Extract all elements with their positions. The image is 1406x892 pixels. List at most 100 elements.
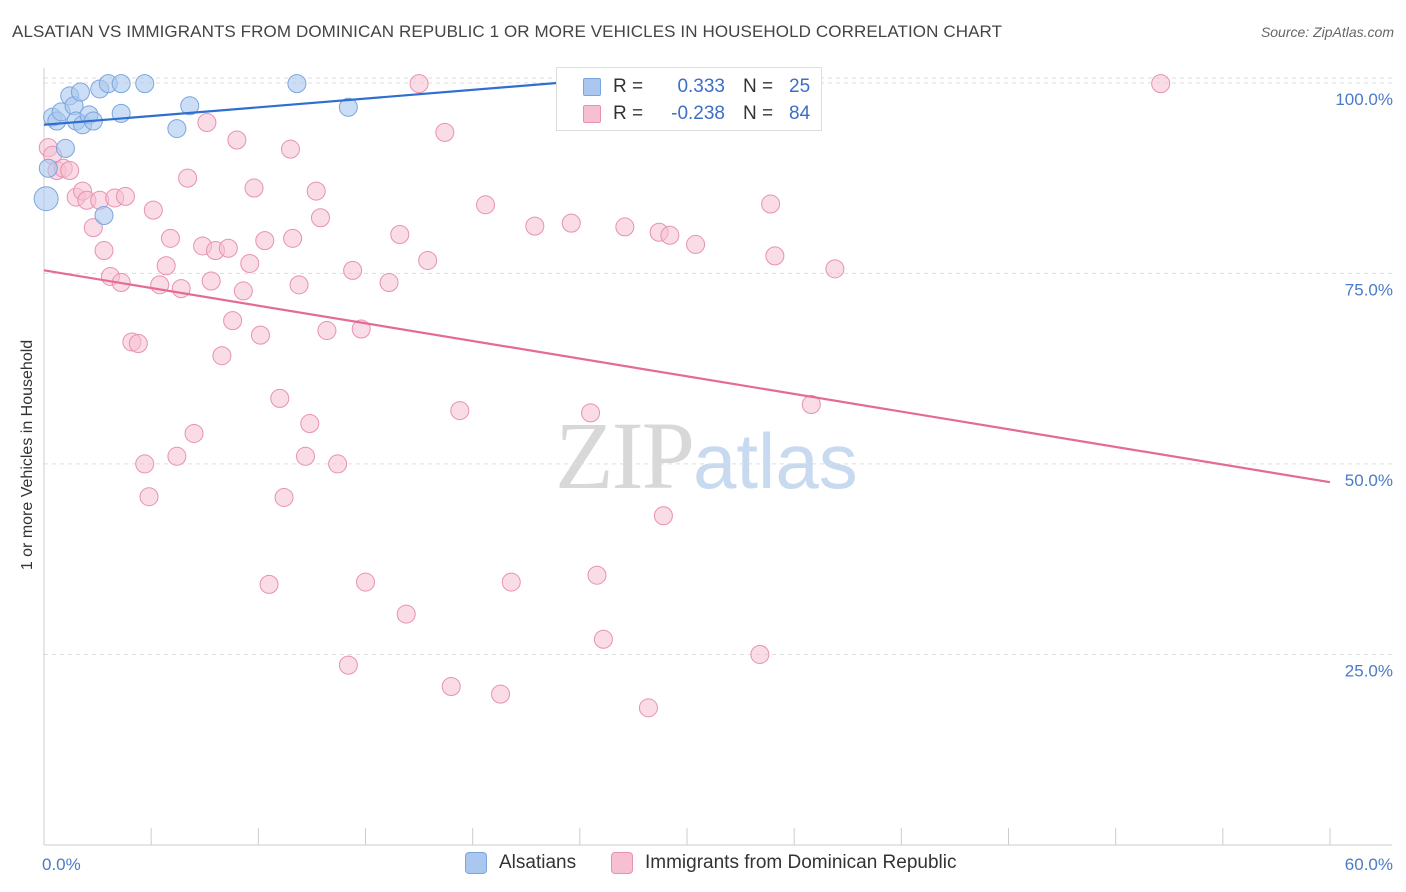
point-immigrants: [660, 225, 680, 245]
legend-swatch-pink: [611, 852, 633, 874]
point-immigrants: [218, 238, 238, 258]
legend-r-label: R =: [613, 76, 644, 97]
point-immigrants: [167, 446, 187, 466]
point-immigrants: [240, 253, 260, 273]
point-immigrants: [761, 194, 781, 214]
legend-n-value: 84: [789, 103, 811, 124]
point-alsatians: [38, 158, 58, 178]
trend-lines: [43, 81, 1331, 484]
legend-row-immigrants: R = -0.238 N = 84: [557, 100, 810, 128]
point-immigrants: [274, 487, 294, 507]
legend-item-immigrants[interactable]: Immigrants from Dominican Republic: [611, 852, 957, 874]
legend-label-alsatians: Alsatians: [499, 852, 577, 873]
point-immigrants: [83, 218, 103, 238]
legend-r-label: R =: [613, 103, 644, 124]
point-immigrants: [801, 394, 821, 414]
point-immigrants: [244, 178, 264, 198]
watermark: ZIPatlas: [555, 400, 858, 511]
x-tick-label: 0.0%: [42, 855, 81, 874]
point-immigrants: [280, 139, 300, 159]
point-immigrants: [128, 334, 148, 354]
legend-swatch-blue: [465, 852, 487, 874]
point-immigrants: [581, 403, 601, 423]
watermark-zip: ZIP: [555, 402, 695, 509]
point-immigrants: [317, 321, 337, 341]
point-immigrants: [255, 231, 275, 251]
point-immigrants: [379, 273, 399, 293]
point-alsatians: [135, 74, 155, 94]
point-immigrants: [390, 225, 410, 245]
point-immigrants: [328, 454, 348, 474]
point-immigrants: [160, 228, 180, 248]
point-immigrants: [295, 446, 315, 466]
point-immigrants: [178, 168, 198, 188]
legend-n-value: 25: [789, 76, 811, 97]
point-immigrants: [60, 161, 80, 181]
point-immigrants: [227, 130, 247, 150]
point-immigrants: [143, 200, 163, 220]
gridlines: [44, 77, 1392, 655]
trend-line-alsatians: [43, 81, 559, 126]
point-alsatians: [111, 74, 131, 94]
point-immigrants: [450, 401, 470, 421]
point-immigrants: [441, 676, 461, 696]
point-immigrants: [476, 195, 496, 215]
point-immigrants: [418, 250, 438, 270]
point-immigrants: [270, 388, 290, 408]
point-alsatians: [33, 186, 59, 212]
point-immigrants: [156, 256, 176, 276]
point-immigrants: [250, 325, 270, 345]
point-immigrants: [223, 311, 243, 331]
point-immigrants: [638, 698, 658, 718]
point-alsatians: [55, 138, 75, 158]
legend-item-alsatians[interactable]: Alsatians: [465, 852, 576, 874]
point-immigrants: [750, 644, 770, 664]
legend-row-alsatians: R = 0.333 N = 25: [557, 73, 810, 101]
point-immigrants: [139, 487, 159, 507]
point-alsatians: [338, 97, 358, 117]
chart-title: ALSATIAN VS IMMIGRANTS FROM DOMINICAN RE…: [12, 22, 1003, 41]
point-immigrants: [201, 271, 221, 291]
point-immigrants: [184, 423, 204, 443]
point-immigrants: [409, 74, 429, 94]
legend-swatch-pink: [583, 105, 601, 123]
legend-n-label: N =: [743, 103, 774, 124]
point-immigrants: [197, 112, 217, 132]
tick-labels: 25.0% 50.0% 75.0% 100.0% 0.0% 60.0%: [42, 90, 1393, 874]
point-immigrants: [825, 259, 845, 279]
point-immigrants: [356, 572, 375, 592]
series-legend: Alsatians Immigrants from Dominican Repu…: [0, 852, 1406, 878]
point-immigrants: [593, 629, 613, 649]
series-immigrants-points: [38, 74, 1171, 718]
point-immigrants: [338, 655, 358, 675]
point-alsatians: [94, 205, 114, 225]
point-immigrants: [587, 565, 607, 585]
point-immigrants: [212, 346, 232, 366]
x-tick-label: 60.0%: [1345, 855, 1393, 874]
point-immigrants: [561, 213, 581, 233]
trend-line-immigrants: [43, 269, 1331, 484]
point-immigrants: [306, 181, 326, 201]
point-immigrants: [310, 208, 330, 228]
legend-r-value: -0.238: [671, 103, 725, 124]
point-alsatians: [287, 74, 307, 94]
point-immigrants: [94, 241, 114, 261]
point-alsatians: [180, 96, 200, 116]
point-immigrants: [653, 506, 673, 526]
point-immigrants: [501, 572, 521, 592]
legend-r-value: 0.333: [677, 76, 725, 97]
point-immigrants: [351, 319, 371, 339]
source-credit: Source: ZipAtlas.com: [1260, 24, 1394, 40]
point-immigrants: [135, 454, 155, 474]
correlation-legend: R = 0.333 N = 25 R = -0.238 N = 84: [556, 67, 822, 131]
point-alsatians: [167, 119, 187, 139]
point-immigrants: [525, 216, 545, 236]
y-tick-label: 25.0%: [1345, 661, 1393, 680]
point-immigrants: [615, 217, 635, 237]
y-tick-label: 50.0%: [1345, 471, 1393, 490]
point-immigrants: [283, 228, 303, 248]
y-tick-label: 75.0%: [1345, 280, 1393, 299]
legend-swatch-blue: [583, 78, 601, 96]
point-immigrants: [259, 574, 279, 594]
